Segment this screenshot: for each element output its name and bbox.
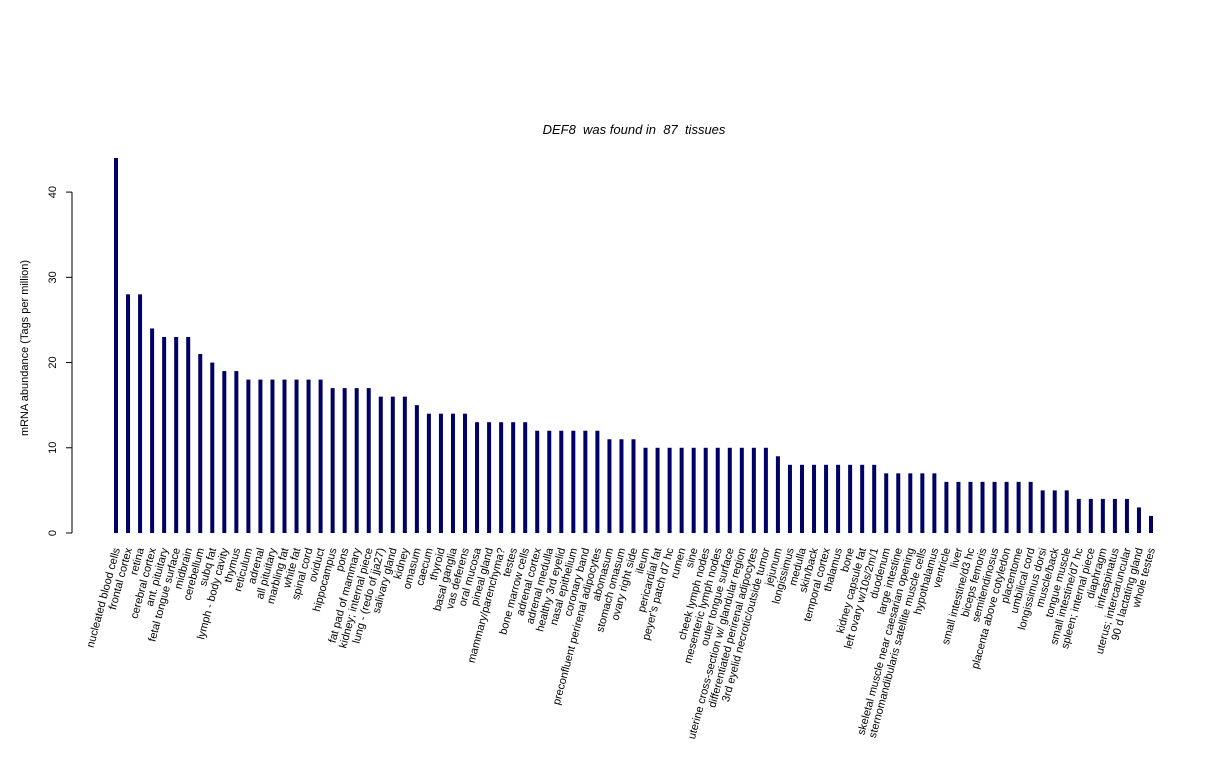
bar xyxy=(150,328,155,533)
bar xyxy=(402,396,407,533)
bar xyxy=(775,456,780,533)
bar xyxy=(763,447,768,533)
bar xyxy=(980,481,985,533)
bar xyxy=(1149,515,1153,533)
y-tick-label: 30 xyxy=(47,271,59,283)
bar xyxy=(848,464,853,533)
bar xyxy=(282,379,287,533)
bar xyxy=(1112,498,1117,533)
bar xyxy=(210,362,215,533)
bar xyxy=(583,430,588,533)
bar xyxy=(956,481,961,533)
bar xyxy=(258,379,263,533)
bar xyxy=(667,447,672,533)
bar xyxy=(872,464,877,533)
bar xyxy=(306,379,311,533)
bar xyxy=(234,371,239,533)
bar xyxy=(703,447,708,533)
bar xyxy=(426,413,431,533)
bar xyxy=(438,413,443,533)
bar xyxy=(499,422,504,533)
bar xyxy=(222,371,227,533)
bar xyxy=(908,473,913,533)
bar xyxy=(1088,498,1093,533)
y-tick-label: 10 xyxy=(47,442,59,454)
bar xyxy=(511,422,516,533)
bar xyxy=(414,405,419,533)
bar xyxy=(1136,507,1141,533)
bar xyxy=(631,439,636,533)
chart-title: DEF8 was found in 87 tissues xyxy=(543,122,726,137)
bar xyxy=(607,439,612,533)
bar xyxy=(836,464,841,533)
bar xyxy=(944,481,949,533)
bar xyxy=(547,430,552,533)
bar xyxy=(523,422,528,533)
x-tick-label: liver xyxy=(949,546,966,569)
bar xyxy=(354,388,359,533)
bar xyxy=(138,294,143,533)
bar xyxy=(186,336,191,533)
bar xyxy=(619,439,624,533)
y-tick-label: 20 xyxy=(47,356,59,368)
bar xyxy=(1016,481,1021,533)
bar xyxy=(1052,490,1057,533)
bar xyxy=(330,388,335,533)
bar xyxy=(450,413,455,533)
bar xyxy=(1100,498,1105,533)
bar xyxy=(571,430,576,533)
y-tick-label: 40 xyxy=(47,186,59,198)
bar xyxy=(114,158,118,533)
y-axis-label: mRNA abundance (Tags per million) xyxy=(19,260,31,436)
bar xyxy=(1040,490,1045,533)
bar xyxy=(595,430,600,533)
bar xyxy=(1124,498,1129,533)
bar xyxy=(126,294,131,533)
bar xyxy=(559,430,564,533)
bar xyxy=(270,379,275,533)
bar xyxy=(860,464,865,533)
bar xyxy=(896,473,901,533)
bar xyxy=(643,447,648,533)
bar xyxy=(1064,490,1069,533)
bar xyxy=(475,422,480,533)
bar xyxy=(535,430,540,533)
bar xyxy=(727,447,732,533)
bar xyxy=(463,413,468,533)
bar xyxy=(318,379,323,533)
bar xyxy=(487,422,492,533)
bar xyxy=(174,336,179,533)
bar xyxy=(342,388,347,533)
bar xyxy=(920,473,925,533)
bar xyxy=(932,473,937,533)
bar xyxy=(824,464,829,533)
bar xyxy=(1076,498,1081,533)
bar xyxy=(691,447,696,533)
bar xyxy=(390,396,395,533)
bar xyxy=(198,354,203,533)
bar xyxy=(968,481,973,533)
bar xyxy=(679,447,684,533)
y-tick-label: 0 xyxy=(47,530,59,536)
bar xyxy=(787,464,792,533)
bar xyxy=(1028,481,1033,533)
bar xyxy=(812,464,817,533)
bar xyxy=(799,464,804,533)
bar xyxy=(366,388,371,533)
bar xyxy=(992,481,997,533)
bar xyxy=(378,396,383,533)
bar xyxy=(655,447,660,533)
bar xyxy=(1004,481,1009,533)
bar xyxy=(246,379,251,533)
bar xyxy=(739,447,744,533)
x-tick-label: sine xyxy=(684,547,701,570)
bar xyxy=(751,447,756,533)
bar xyxy=(715,447,720,533)
bar xyxy=(162,336,167,533)
bar xyxy=(884,473,889,533)
bar xyxy=(294,379,299,533)
